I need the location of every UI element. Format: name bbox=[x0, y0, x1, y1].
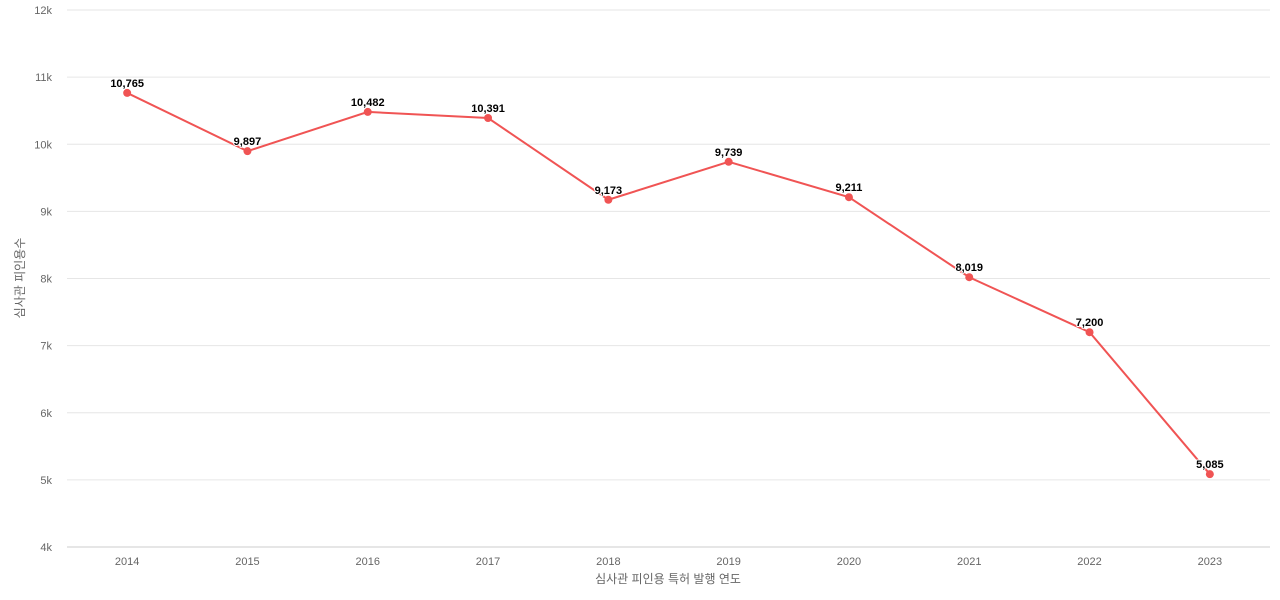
x-tick-label: 2022 bbox=[1077, 556, 1101, 568]
data-point[interactable] bbox=[484, 114, 493, 123]
data-point[interactable] bbox=[844, 193, 853, 202]
data-point[interactable] bbox=[604, 195, 613, 204]
x-tick-label: 2016 bbox=[356, 556, 380, 568]
series-line bbox=[126, 91, 1211, 475]
data-point[interactable] bbox=[1205, 470, 1214, 479]
data-label: 10,482 bbox=[351, 97, 385, 109]
x-axis-title: 심사관 피인용 특허 발행 연도 bbox=[595, 571, 741, 586]
x-tick-label: 2019 bbox=[716, 556, 740, 568]
x-tick-label: 2014 bbox=[115, 556, 139, 568]
y-tick-label: 11k bbox=[35, 72, 52, 84]
data-label: 9,897 bbox=[234, 136, 262, 148]
data-labels: 10,765 9,897 10,482 10,391 9,173 9,739 9,211 8,… bbox=[109, 77, 1224, 472]
data-label: 7,200 bbox=[1076, 317, 1104, 329]
y-tick-label: 4k bbox=[40, 542, 52, 554]
data-point[interactable] bbox=[363, 107, 372, 116]
x-tick-label: 2023 bbox=[1198, 556, 1222, 568]
data-point[interactable] bbox=[965, 273, 974, 282]
y-axis: 4k 5k 6k 7k 8k 9k 10k 11k 12k bbox=[34, 5, 52, 554]
y-tick-label: 7k bbox=[40, 341, 52, 353]
data-point[interactable] bbox=[123, 88, 132, 97]
y-axis-title: 심사관 피인용수 bbox=[13, 238, 27, 319]
data-label: 10,391 bbox=[471, 103, 505, 115]
series bbox=[123, 88, 1214, 479]
data-point[interactable] bbox=[1085, 328, 1094, 337]
y-tick-label: 5k bbox=[40, 475, 52, 487]
data-point[interactable] bbox=[724, 157, 733, 166]
gridlines bbox=[67, 9, 1270, 548]
x-axis: 2014 2015 2016 2017 2018 2019 2020 2021 2022 2023 bbox=[115, 556, 1222, 568]
data-label: 9,739 bbox=[715, 147, 743, 159]
data-label: 8,019 bbox=[955, 262, 983, 274]
x-tick-label: 2018 bbox=[596, 556, 620, 568]
x-tick-label: 2020 bbox=[837, 556, 861, 568]
x-tick-label: 2021 bbox=[957, 556, 981, 568]
data-label: 9,173 bbox=[595, 185, 623, 197]
data-point[interactable] bbox=[243, 147, 252, 156]
data-label: 10,765 bbox=[110, 78, 144, 90]
y-tick-label: 8k bbox=[40, 274, 52, 286]
x-tick-label: 2015 bbox=[235, 556, 259, 568]
x-tick-label: 2017 bbox=[476, 556, 500, 568]
data-label: 9,211 bbox=[835, 182, 862, 194]
y-tick-label: 10k bbox=[34, 139, 52, 151]
data-label: 5,085 bbox=[1196, 459, 1224, 471]
y-tick-label: 9k bbox=[40, 206, 52, 218]
y-tick-label: 12k bbox=[34, 5, 52, 17]
y-tick-label: 6k bbox=[40, 408, 52, 420]
